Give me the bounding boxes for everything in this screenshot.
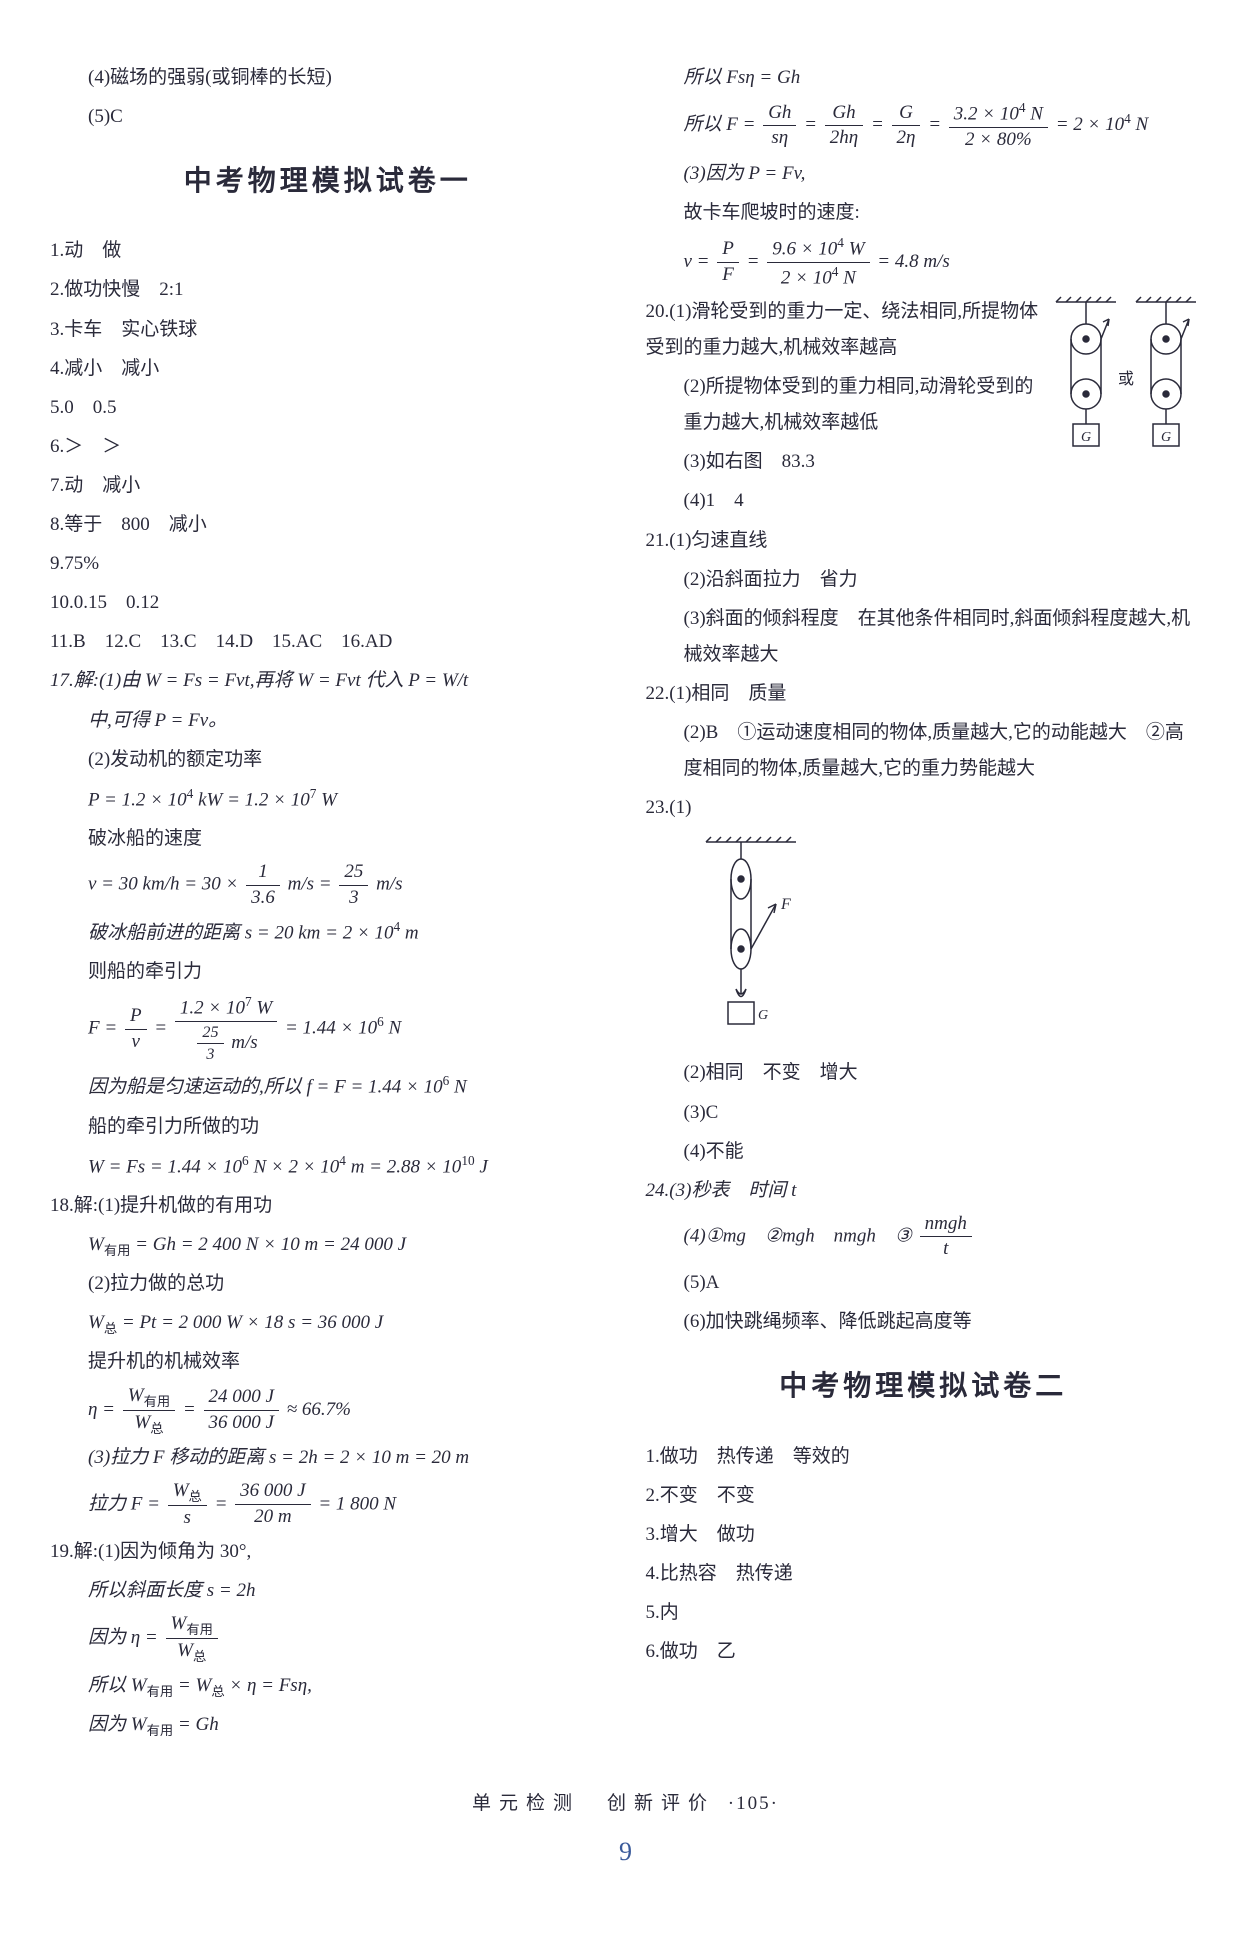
q17-2j: W = Fs = 1.44 × 106 N × 2 × 104 m = 2.88… bbox=[50, 1148, 606, 1185]
q24-3: 24.(3)秒表 时间 t bbox=[646, 1173, 1202, 1209]
q19-1d: 所以 W有用 = W总 × η = Fsη, bbox=[50, 1668, 606, 1704]
answer-1: 1.动 做 bbox=[50, 233, 606, 269]
q24-6: (6)加快跳绳频率、降低跳起高度等 bbox=[646, 1304, 1202, 1340]
q17-2g: F = Pv = 1.2 × 107 W 253 m/s = 1.44 × 10… bbox=[50, 993, 606, 1065]
answer-9: 9.75% bbox=[50, 546, 606, 582]
r3: (3)因为 P = Fv, bbox=[646, 156, 1202, 192]
answer-4: 4.减小 减小 bbox=[50, 351, 606, 387]
exam-title-2: 中考物理模拟试卷二 bbox=[646, 1360, 1202, 1413]
svg-text:G: G bbox=[1161, 430, 1171, 445]
or-label: 或 bbox=[1118, 370, 1134, 388]
q18-3b: 拉力 F = W总 s = 36 000 J20 m = 1 800 N bbox=[50, 1479, 606, 1531]
q24-5: (5)A bbox=[646, 1265, 1202, 1301]
footer-text: 单元检测 创新评价 bbox=[472, 1793, 715, 1814]
q23-3: (3)C bbox=[646, 1095, 1202, 1131]
q22-1: 22.(1)相同 质量 bbox=[646, 676, 1202, 712]
q17-2c: 破冰船的速度 bbox=[50, 821, 606, 857]
answer-2: 2.做功快慢 2:1 bbox=[50, 272, 606, 308]
svg-text:G: G bbox=[1081, 430, 1091, 445]
b5: 5.内 bbox=[646, 1595, 1202, 1631]
answer-6: 6.＞ ＞ bbox=[50, 429, 606, 465]
q18-2b: W总 = Pt = 2 000 W × 18 s = 36 000 J bbox=[50, 1305, 606, 1341]
b2: 2.不变 不变 bbox=[646, 1478, 1202, 1514]
b3: 3.增大 做功 bbox=[646, 1517, 1202, 1553]
q18-2d: η = W有用 W总 = 24 000 J36 000 J ≈ 66.7% bbox=[50, 1384, 606, 1437]
page-number: ·105· bbox=[728, 1793, 779, 1814]
answer-5: 5.0 0.5 bbox=[50, 390, 606, 426]
answer-10: 10.0.15 0.12 bbox=[50, 585, 606, 621]
q19-1c: 因为 η = W有用 W总 bbox=[50, 1612, 606, 1665]
r5: v = PF = 9.6 × 104 W 2 × 104 N = 4.8 m/s bbox=[646, 234, 1202, 291]
q18-3a: (3)拉力 F 移动的距离 s = 2h = 2 × 10 m = 20 m bbox=[50, 1440, 606, 1476]
q18-1a: 18.解:(1)提升机做的有用功 bbox=[50, 1188, 606, 1224]
answer-11-16: 11.B 12.C 13.C 14.D 15.AC 16.AD bbox=[50, 624, 606, 660]
q18-1b: W有用 = Gh = 2 400 N × 10 m = 24 000 J bbox=[50, 1227, 606, 1263]
q23-1: 23.(1) bbox=[646, 790, 1202, 826]
q17-line1: 17.解:(1)由 W = Fs = Fvt,再将 W = Fvt 代入 P =… bbox=[50, 663, 606, 699]
q17-2e: 破冰船前进的距离 s = 20 km = 2 × 104 m bbox=[50, 914, 606, 951]
page-footer: 单元检测 创新评价 ·105· bbox=[50, 1786, 1201, 1822]
q19-1a: 19.解:(1)因为倾角为 30°, bbox=[50, 1534, 606, 1570]
handwritten-page: 9 bbox=[50, 1827, 1201, 1876]
preamble-5: (5)C bbox=[50, 99, 606, 135]
r2: 所以 F = Ghsη = Gh2hη = G2η = 3.2 × 104 N … bbox=[646, 99, 1202, 153]
q17-2b: P = 1.2 × 104 kW = 1.2 × 107 W bbox=[50, 781, 606, 818]
q20-block: G G 或 20.(1)滑轮受到的重力一定、绕法相同,所 bbox=[646, 294, 1202, 523]
q23-4: (4)不能 bbox=[646, 1134, 1202, 1170]
b1: 1.做功 热传递 等效的 bbox=[646, 1439, 1202, 1475]
answer-8: 8.等于 800 减小 bbox=[50, 507, 606, 543]
q21-2: (2)沿斜面拉力 省力 bbox=[646, 562, 1202, 598]
q23-pulley-icon: G F bbox=[696, 834, 1202, 1047]
q19-1e: 因为 W有用 = Gh bbox=[50, 1707, 606, 1743]
svg-text:F: F bbox=[780, 896, 791, 913]
q21-3: (3)斜面的倾斜程度 在其他条件相同时,斜面倾斜程度越大,机械效率越大 bbox=[646, 601, 1202, 673]
exam-title-1: 中考物理模拟试卷一 bbox=[50, 155, 606, 208]
q18-2a: (2)拉力做的总功 bbox=[50, 1266, 606, 1302]
q17-2f: 则船的牵引力 bbox=[50, 954, 606, 990]
r4: 故卡车爬坡时的速度: bbox=[646, 195, 1202, 231]
svg-text:G: G bbox=[758, 1008, 768, 1023]
q17-2i: 船的牵引力所做的功 bbox=[50, 1109, 606, 1145]
q20-4: (4)1 4 bbox=[646, 483, 1202, 519]
answer-3: 3.卡车 实心铁球 bbox=[50, 312, 606, 348]
q17-2d: v = 30 km/h = 30 × 13.6 m/s = 253 m/s bbox=[50, 860, 606, 910]
q17-line2: 中,可得 P = Fv。 bbox=[50, 703, 606, 739]
q21-1: 21.(1)匀速直线 bbox=[646, 523, 1202, 559]
right-column: 所以 Fsη = Gh 所以 F = Ghsη = Gh2hη = G2η = … bbox=[646, 60, 1202, 1746]
pulley-diagram-icon: G G 或 bbox=[1051, 294, 1201, 454]
q24-4: (4)①mg ②mgh nmgh ③ nmght bbox=[646, 1212, 1202, 1262]
q18-2c: 提升机的机械效率 bbox=[50, 1344, 606, 1380]
q17-2a: (2)发动机的额定功率 bbox=[50, 742, 606, 778]
answer-7: 7.动 减小 bbox=[50, 468, 606, 504]
q19-1b: 所以斜面长度 s = 2h bbox=[50, 1573, 606, 1609]
q23-2: (2)相同 不变 增大 bbox=[646, 1055, 1202, 1091]
q17-2h: 因为船是匀速运动的,所以 f = F = 1.44 × 106 N bbox=[50, 1068, 606, 1105]
b6: 6.做功 乙 bbox=[646, 1634, 1202, 1670]
page-content: (4)磁场的强弱(或铜棒的长短) (5)C 中考物理模拟试卷一 1.动 做 2.… bbox=[50, 60, 1201, 1746]
r1: 所以 Fsη = Gh bbox=[646, 60, 1202, 96]
q22-2: (2)B ①运动速度相同的物体,质量越大,它的动能越大 ②高度相同的物体,质量越… bbox=[646, 715, 1202, 787]
left-column: (4)磁场的强弱(或铜棒的长短) (5)C 中考物理模拟试卷一 1.动 做 2.… bbox=[50, 60, 606, 1746]
preamble-4: (4)磁场的强弱(或铜棒的长短) bbox=[50, 60, 606, 96]
b4: 4.比热容 热传递 bbox=[646, 1556, 1202, 1592]
